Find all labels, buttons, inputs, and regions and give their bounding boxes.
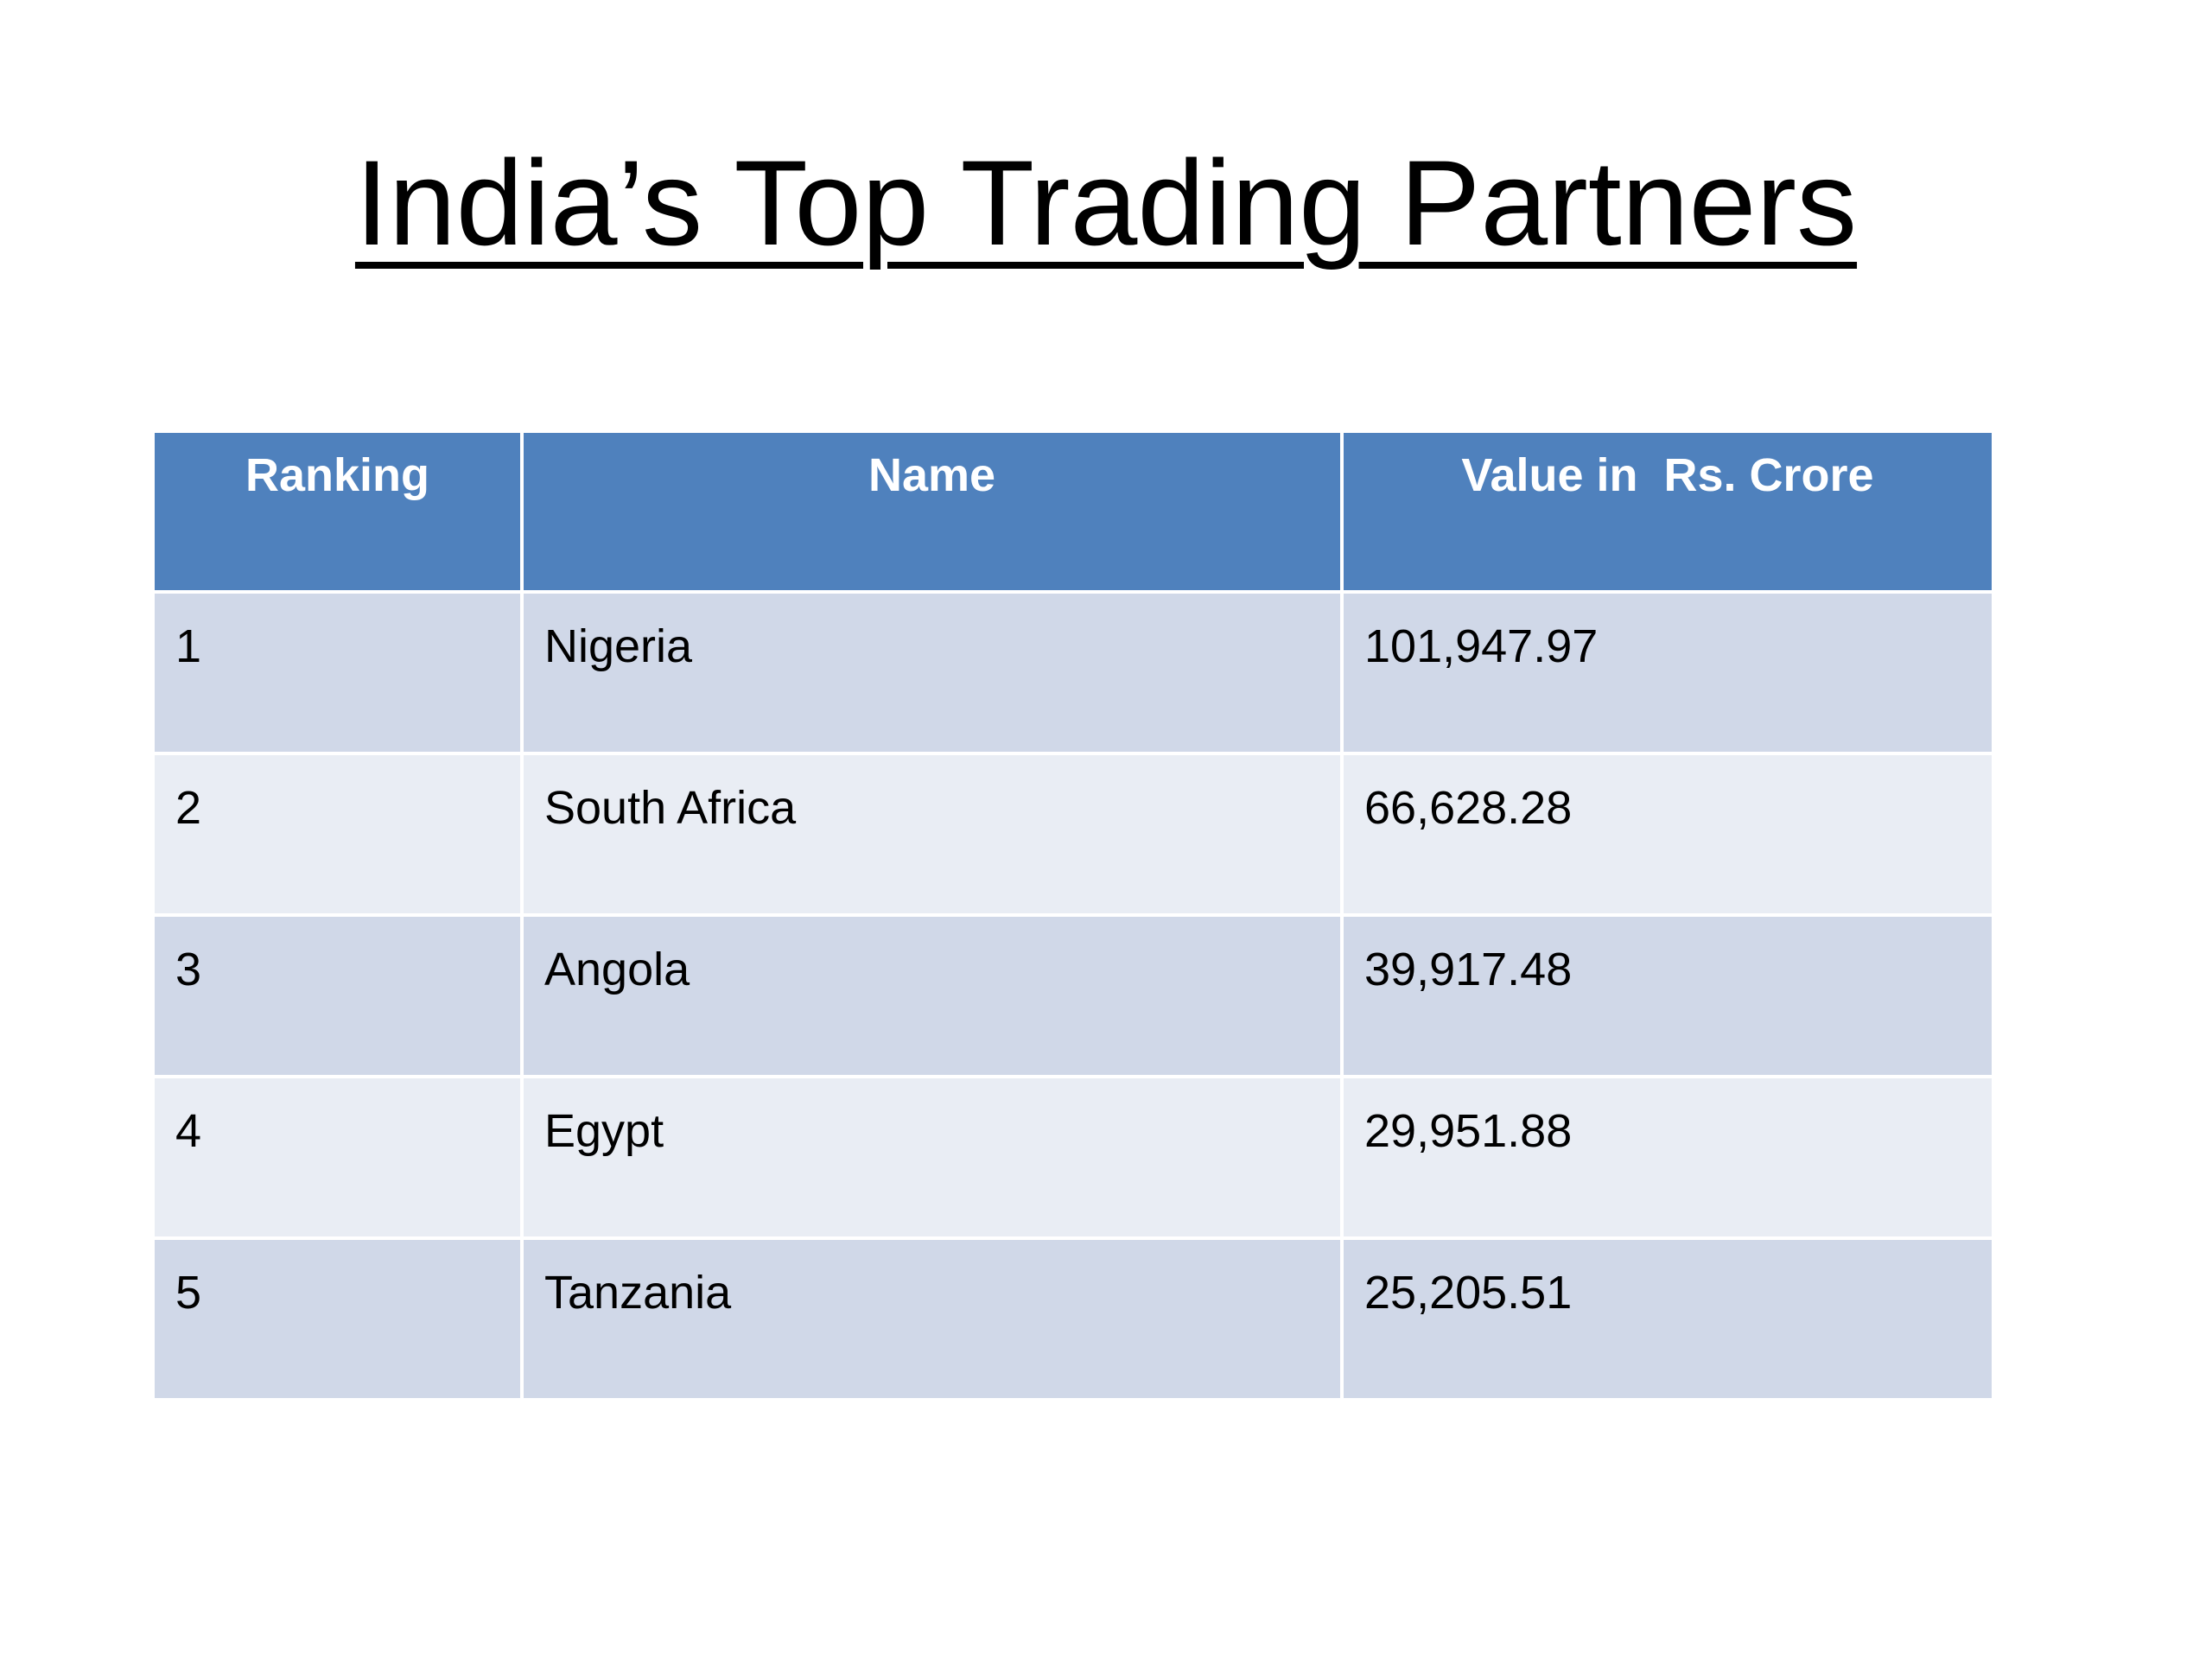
table-cell: 4 [151,1075,524,1240]
slide-title: India’s Top Trading Partners [0,130,2212,276]
table-cell: 101,947.97 [1340,590,1995,755]
table-row: 5 Tanzania 25,205.51 [151,1236,1995,1402]
table-cell: 25,205.51 [1340,1236,1995,1402]
table-cell: 66,628.28 [1340,752,1995,917]
table-cell: 1 [151,590,524,755]
table-cell: Egypt [520,1075,1344,1240]
table-cell: 3 [151,913,524,1078]
table-cell: Angola [520,913,1344,1078]
table-cell: 5 [151,1236,524,1402]
title-text: India’s Top Trading Partners [354,135,1858,270]
table-cell: South Africa [520,752,1344,917]
column-header: Name [520,429,1344,594]
table-cell: 2 [151,752,524,917]
header-row: Ranking Name Value in Rs. Crore [151,429,1995,594]
table-row: 2 South Africa 66,628.28 [151,752,1995,917]
table-row: 3 Angola 39,917.48 [151,913,1995,1078]
table-cell: Nigeria [520,590,1344,755]
table-cell: Tanzania [520,1236,1344,1402]
table-body: 1 Nigeria 101,947.97 2 South Africa 66,628.28… [151,590,1995,1402]
column-header: Ranking [151,429,524,594]
column-header: Value in Rs. Crore [1340,429,1995,594]
table-row: 1 Nigeria 101,947.97 [151,590,1995,755]
table-cell: 39,917.48 [1340,913,1995,1078]
table-row: 4 Egypt 29,951.88 [151,1075,1995,1240]
table-cell: 29,951.88 [1340,1075,1995,1240]
data-table: Ranking Name Value in Rs. Crore 1 Nigeria 10… [151,429,1995,1402]
